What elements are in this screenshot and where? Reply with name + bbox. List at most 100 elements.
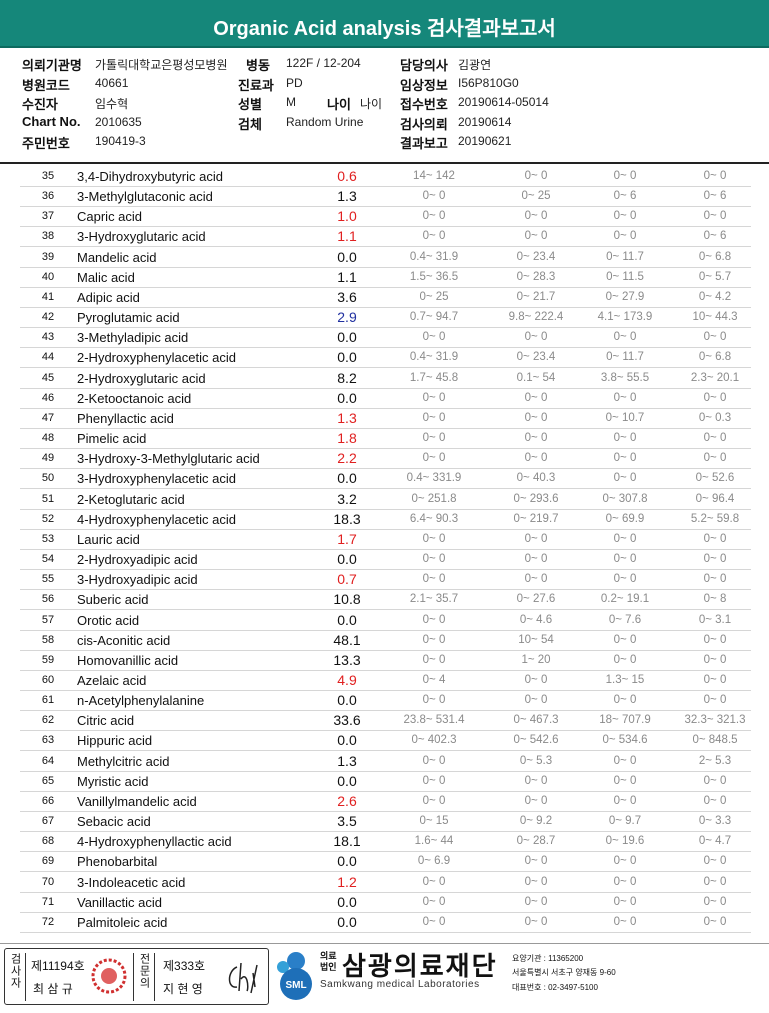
row-number: 66	[41, 794, 55, 807]
reference-range: 0~ 0	[703, 855, 727, 868]
reference-range: 0~ 0.3	[698, 411, 732, 424]
logo-en: Samkwang medical Laboratories	[320, 979, 480, 990]
tester-no: 제11194호	[31, 959, 85, 973]
reference-range: 0~ 0	[524, 432, 548, 445]
reference-range: 0~ 0	[422, 553, 446, 566]
reference-range: 1~ 20	[521, 653, 551, 666]
reference-range: 0~ 52.6	[695, 472, 735, 485]
result-value: 33.6	[333, 712, 361, 729]
analyte-name: n-Acetylphenylalanine	[77, 693, 205, 709]
reference-range: 0~ 6.8	[698, 250, 732, 263]
reference-range: 0~ 0	[524, 411, 548, 424]
info-label: 성별	[238, 97, 262, 112]
reference-range: 0~ 0	[422, 573, 446, 586]
analyte-name: 3-Hydroxyadipic acid	[77, 572, 198, 588]
reference-range: 0~ 0	[703, 573, 727, 586]
reference-range: 0.1~ 54	[516, 371, 556, 384]
result-row: 53 Lauric acid 1.7 0~ 0 0~ 0 0~ 0 0~ 0	[20, 529, 751, 550]
reference-range: 0~ 0	[703, 794, 727, 807]
result-value: 1.3	[337, 409, 357, 426]
analyte-name: Myristic acid	[77, 773, 149, 789]
reference-range: 0~ 5.3	[519, 754, 553, 767]
phone: 대표번호 : 02-3497-5100	[512, 983, 598, 992]
reference-range: 0~ 0	[703, 553, 727, 566]
row-number: 38	[41, 230, 55, 243]
reference-range: 0~ 542.6	[513, 734, 559, 747]
reference-range: 0~ 23.4	[516, 250, 556, 263]
reference-range: 0~ 25	[521, 190, 551, 203]
reference-range: 0~ 0	[613, 170, 637, 182]
reference-range: 0~ 0	[703, 895, 727, 908]
info-value: 2010635	[95, 114, 142, 129]
reference-range: 1.6~ 44	[414, 835, 454, 848]
reference-range: 0~ 69.9	[605, 512, 645, 525]
info-value: 김광연	[458, 58, 492, 72]
analyte-name: 2-Ketoglutaric acid	[77, 491, 185, 507]
analyte-name: 3-Hydroxyglutaric acid	[77, 229, 206, 245]
result-row: 52 4-Hydroxyphenylacetic acid 18.3 6.4~ 90.…	[20, 509, 751, 530]
reference-range: 14~ 142	[413, 170, 455, 182]
reference-range: 0~ 0	[422, 875, 446, 888]
reference-range: 0~ 19.6	[605, 835, 645, 848]
info-label: 검사의뢰	[400, 116, 448, 132]
info-label: 담당의사	[400, 58, 448, 73]
reference-range: 0.4~ 31.9	[409, 250, 459, 263]
address: 서울특별시 서초구 양재동 9-60	[512, 968, 616, 977]
analyte-name: Adipic acid	[77, 289, 140, 305]
reference-range: 0~ 96.4	[695, 492, 735, 505]
analyte-name: Phenyllactic acid	[77, 410, 174, 426]
reference-range: 0~ 0	[524, 170, 548, 182]
result-row: 51 2-Ketoglutaric acid 3.2 0~ 251.8 0~ 293.6…	[20, 489, 751, 510]
result-value: 0.0	[337, 732, 357, 749]
reference-range: 2.1~ 35.7	[409, 593, 459, 606]
signature-box: 검사자 제11194호 최 삼 규 전문의 제333호 지 현 영	[4, 948, 269, 1005]
info-label: 주민번호	[22, 136, 70, 151]
result-value: 1.8	[337, 430, 357, 447]
row-number: 49	[41, 452, 55, 465]
reference-range: 0~ 40.3	[516, 472, 556, 485]
reference-range: 0~ 0	[524, 915, 548, 928]
row-number: 67	[41, 815, 55, 828]
result-row: 65 Myristic acid 0.0 0~ 0 0~ 0 0~ 0 0~ 0	[20, 771, 751, 792]
info-value: 나이	[360, 97, 383, 111]
row-number: 64	[41, 754, 55, 767]
reference-range: 0~ 0	[524, 573, 548, 586]
row-number: 43	[41, 331, 55, 344]
reference-range: 0~ 11.7	[606, 250, 644, 263]
result-row: 66 Vanillylmandelic acid 2.6 0~ 0 0~ 0 0~ 0 0~…	[20, 791, 751, 812]
reference-range: 0~ 6	[613, 190, 637, 203]
row-number: 65	[41, 774, 55, 787]
reference-range: 0~ 0	[613, 432, 637, 445]
reference-range: 0~ 11.5	[606, 270, 644, 283]
reference-range: 2~ 5.3	[698, 754, 732, 767]
info-label: 접수번호	[400, 97, 448, 112]
reference-range: 0~ 27.6	[516, 593, 556, 606]
result-row: 71 Vanillactic acid 0.0 0~ 0 0~ 0 0~ 0 0~ 0	[20, 892, 751, 913]
reference-range: 0~ 0	[422, 210, 446, 223]
reference-range: 0~ 6	[703, 230, 727, 243]
reference-range: 0~ 0	[524, 331, 548, 344]
result-row: 56 Suberic acid 10.8 2.1~ 35.7 0~ 27.6 0.2~ 1…	[20, 589, 751, 611]
reference-range: 0~ 0	[613, 452, 637, 465]
reference-range: 0~ 0	[703, 875, 727, 888]
analyte-name: Sebacic acid	[77, 814, 151, 830]
result-row: 72 Palmitoleic acid 0.0 0~ 0 0~ 0 0~ 0 0~ 0	[20, 912, 751, 933]
result-value: 0.0	[337, 913, 357, 930]
reference-range: 0~ 0	[703, 170, 727, 182]
reference-range: 0~ 0	[422, 190, 446, 203]
result-value: 0.0	[337, 389, 357, 406]
result-value: 2.9	[337, 309, 357, 326]
reference-range: 0~ 0	[524, 794, 548, 807]
reference-range: 0~ 0	[422, 432, 446, 445]
reference-range: 0~ 0	[703, 210, 727, 223]
reference-range: 0~ 0	[613, 895, 637, 908]
row-number: 59	[41, 653, 55, 666]
analyte-name: Orotic acid	[77, 612, 140, 628]
reference-range: 0~ 8	[703, 593, 727, 606]
row-number: 53	[41, 532, 55, 545]
info-label: 결과보고	[400, 136, 448, 151]
result-row: 55 3-Hydroxyadipic acid 0.7 0~ 0 0~ 0 0~ 0 0~ …	[20, 569, 751, 591]
doctor-name: 지 현 영	[163, 982, 203, 996]
info-value: 20190614	[458, 114, 512, 129]
